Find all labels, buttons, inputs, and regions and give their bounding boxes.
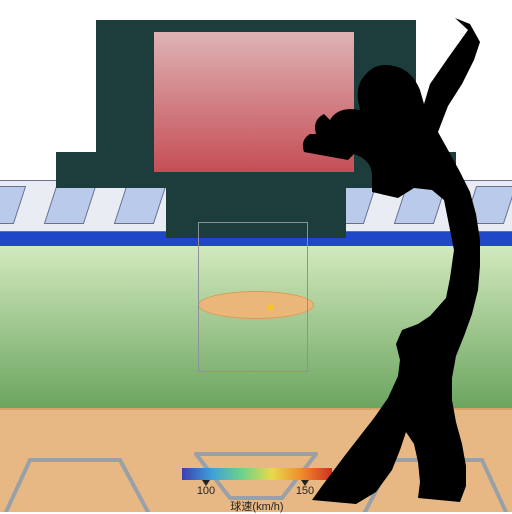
- strike-zone: [198, 222, 308, 372]
- infield-dirt: [0, 408, 512, 512]
- colorbar-tick-label: 100: [192, 485, 220, 497]
- velocity-colorbar: [182, 468, 332, 480]
- pitch-location-chart: 100150球速(km/h): [0, 0, 512, 512]
- colorbar-tick-label: 150: [291, 485, 319, 497]
- heatmap-panel: [154, 32, 354, 172]
- scoreboard-wing-right: [416, 152, 456, 188]
- scoreboard-wing-left: [56, 152, 96, 188]
